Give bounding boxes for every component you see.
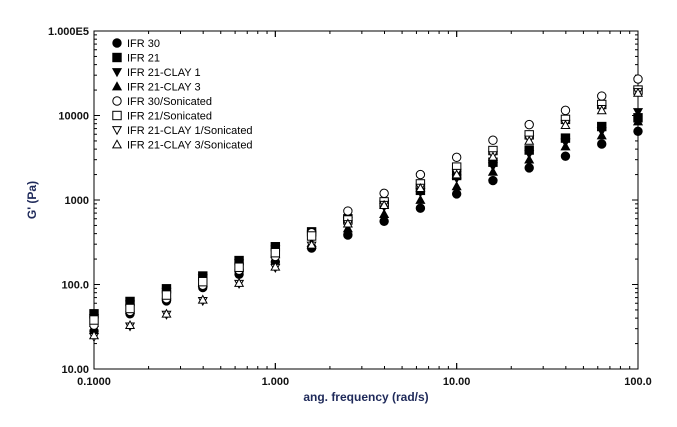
data-point bbox=[632, 116, 644, 126]
y-axis-title: G' (Pa) bbox=[25, 181, 39, 219]
data-point bbox=[451, 181, 462, 191]
data-point bbox=[379, 188, 389, 199]
series-7 bbox=[88, 87, 644, 340]
data-point bbox=[560, 119, 571, 129]
data-point bbox=[379, 208, 390, 219]
legend-marker bbox=[111, 68, 123, 78]
legend-item: IFR 30 bbox=[112, 38, 160, 50]
data-point bbox=[560, 105, 571, 116]
legend-label: IFR 30/Sonicated bbox=[127, 96, 212, 108]
legend: IFR 30 IFR 21 IFR 21-CLAY 1 IFR 21-CLAY 3 IF… bbox=[111, 38, 253, 152]
data-point bbox=[560, 151, 571, 161]
x-axis-title: ang. frequency (rad/s) bbox=[303, 390, 428, 404]
data-point bbox=[197, 294, 208, 304]
data-point bbox=[451, 152, 462, 163]
data-point bbox=[451, 189, 462, 199]
legend-label: IFR 21 bbox=[127, 53, 160, 65]
data-point bbox=[270, 247, 281, 258]
y-tick-label: 1.000E5 bbox=[48, 26, 89, 38]
legend-item: IFR 21 bbox=[112, 52, 160, 65]
y-tick-label: 1000 bbox=[65, 195, 89, 207]
data-point bbox=[234, 277, 245, 287]
y-tick-label: 100.0 bbox=[61, 280, 89, 292]
x-tick-label: 100.0 bbox=[624, 376, 652, 388]
y-tick-label: 10.00 bbox=[61, 364, 89, 376]
data-point bbox=[161, 290, 172, 300]
legend-marker bbox=[112, 38, 122, 48]
data-point bbox=[632, 108, 644, 118]
data-point bbox=[306, 231, 317, 241]
legend-marker bbox=[112, 96, 122, 106]
legend-label: IFR 21/Sonicated bbox=[127, 111, 212, 123]
data-point bbox=[306, 239, 317, 249]
data-point bbox=[487, 151, 498, 161]
axes: 0.1000 1.000 10.00 100.0 10.00 100.0 1000 10000… bbox=[48, 26, 652, 388]
data-point bbox=[343, 206, 353, 216]
legend-label: IFR 30 bbox=[127, 38, 160, 50]
legend-item: IFR 21-CLAY 3/Sonicated bbox=[111, 139, 253, 152]
legend-item: IFR 21-CLAY 3 bbox=[111, 81, 201, 94]
data-point bbox=[415, 182, 426, 193]
legend-marker bbox=[112, 110, 122, 121]
legend-item: IFR 21-CLAY 1/Sonicated bbox=[111, 125, 253, 137]
data-point bbox=[161, 308, 172, 318]
data-point bbox=[88, 330, 100, 340]
data-point bbox=[597, 139, 607, 149]
legend-item: IFR 30/Sonicated bbox=[112, 96, 212, 108]
y-tick-label: 10000 bbox=[58, 111, 89, 123]
legend-label: IFR 21-CLAY 3/Sonicated bbox=[127, 140, 253, 152]
data-point bbox=[487, 166, 498, 176]
data-point bbox=[379, 199, 390, 209]
data-point bbox=[596, 105, 607, 115]
data-point bbox=[524, 119, 534, 130]
data-point bbox=[415, 169, 426, 180]
data-point bbox=[415, 203, 426, 213]
data-point bbox=[524, 150, 535, 160]
data-point bbox=[597, 91, 607, 101]
legend-marker bbox=[111, 139, 123, 149]
data-point bbox=[524, 154, 535, 164]
data-point bbox=[488, 135, 498, 145]
x-tick-label: 0.1000 bbox=[77, 376, 111, 388]
data-point bbox=[124, 319, 136, 330]
data-point bbox=[415, 194, 426, 204]
data-point bbox=[89, 315, 99, 325]
data-point bbox=[524, 163, 534, 173]
data-point bbox=[632, 87, 644, 97]
data-point bbox=[270, 261, 281, 271]
legend-item: IFR 21/Sonicated bbox=[112, 110, 212, 123]
data-marks bbox=[88, 74, 644, 343]
legend-label: IFR 21-CLAY 3 bbox=[127, 82, 201, 94]
data-point bbox=[379, 216, 389, 226]
data-point bbox=[488, 175, 498, 186]
data-point bbox=[560, 141, 571, 151]
legend-marker bbox=[111, 81, 123, 91]
legend-label: IFR 21-CLAY 1/Sonicated bbox=[127, 125, 253, 137]
legend-label: IFR 21-CLAY 1 bbox=[127, 67, 201, 79]
legend-marker bbox=[112, 52, 122, 63]
legend-item: IFR 21-CLAY 1 bbox=[111, 67, 201, 79]
data-point bbox=[524, 135, 535, 145]
data-point bbox=[451, 169, 462, 179]
data-point bbox=[198, 276, 208, 287]
legend-marker bbox=[111, 126, 123, 136]
x-tick-label: 1.000 bbox=[262, 376, 290, 388]
data-point bbox=[342, 218, 353, 228]
data-point bbox=[234, 262, 244, 272]
data-point bbox=[596, 130, 607, 140]
data-point bbox=[633, 126, 643, 137]
x-tick-label: 10.00 bbox=[443, 376, 471, 388]
data-point bbox=[633, 74, 643, 84]
data-point bbox=[125, 303, 135, 314]
